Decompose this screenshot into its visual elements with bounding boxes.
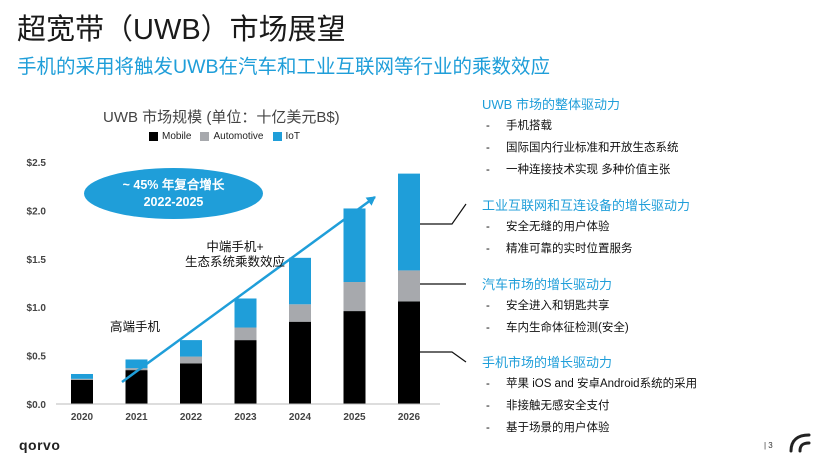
y-tick-label: $0.5 bbox=[27, 352, 47, 363]
connector-mobile bbox=[420, 351, 467, 363]
mid-range-line1: 中端手机+ bbox=[206, 240, 264, 254]
bar-mobile-2022 bbox=[180, 363, 202, 404]
bar-iot-2020 bbox=[71, 373, 93, 379]
bar-iot-2026 bbox=[398, 173, 420, 271]
x-tick-label: 2021 bbox=[125, 412, 148, 423]
x-tick-label: 2022 bbox=[180, 412, 203, 423]
y-tick-label: $2.5 bbox=[27, 158, 47, 169]
bar-iot-2022 bbox=[180, 340, 202, 357]
bar-iot-2025 bbox=[343, 208, 366, 283]
brand-mark-icon bbox=[789, 433, 811, 453]
bar-iot-2021 bbox=[125, 359, 148, 369]
connector-iot bbox=[420, 203, 467, 225]
y-tick-label: $1.0 bbox=[27, 303, 47, 314]
bar-iot-2024 bbox=[289, 257, 311, 305]
bar-mobile-2025 bbox=[343, 311, 366, 404]
list-item: 非接触无感安全支付 bbox=[482, 399, 697, 414]
bar-automotive-2020 bbox=[71, 378, 93, 380]
chart-legend: Mobile Automotive IoT bbox=[149, 131, 300, 142]
cagr-callout: ~ 45% 年复合增长 2022-2025 bbox=[84, 168, 263, 219]
legend-item-iot: IoT bbox=[272, 131, 300, 142]
list-item: 安全进入和钥匙共享 bbox=[482, 299, 629, 314]
high-end-annotation: 高端手机 bbox=[110, 320, 161, 334]
y-tick-label: $0.0 bbox=[27, 400, 47, 411]
page-subtitle: 手机的采用将触发UWB在汽车和工业互联网等行业的乘数效应 bbox=[17, 56, 550, 78]
x-tick-label: 2025 bbox=[343, 412, 366, 423]
legend-label-mobile: Mobile bbox=[162, 131, 192, 142]
bar-automotive-2024 bbox=[289, 304, 311, 322]
list-item: 安全无缝的用户体验 bbox=[482, 220, 690, 235]
chart-title: UWB 市场规模 (单位：十亿美元B$) bbox=[103, 109, 340, 126]
bar-mobile-2021 bbox=[125, 370, 148, 404]
x-tick-label: 2026 bbox=[398, 412, 421, 423]
legend-label-iot: IoT bbox=[285, 131, 300, 142]
section-mobile-drivers: 手机市场的增长驱动力 苹果 iOS and 安卓Android系统的采用 非接触… bbox=[482, 352, 697, 443]
bar-mobile-2026 bbox=[398, 301, 420, 404]
legend-item-automotive: Automotive bbox=[200, 131, 264, 142]
y-tick-label: $2.0 bbox=[27, 206, 47, 217]
page-number: | 3 bbox=[764, 441, 773, 450]
legend-swatch-automotive bbox=[200, 132, 210, 141]
section-heading: 手机市场的增长驱动力 bbox=[482, 355, 613, 370]
qorvo-logo: qorvo bbox=[19, 437, 61, 453]
bar-automotive-2022 bbox=[180, 356, 202, 364]
list-item: 车内生命体征检测(安全) bbox=[482, 321, 629, 336]
x-tick-label: 2024 bbox=[289, 412, 312, 423]
section-heading: 汽车市场的增长驱动力 bbox=[482, 277, 613, 292]
list-item: 国际国内行业标准和开放生态系统 bbox=[482, 141, 679, 156]
section-overall-drivers: UWB 市场的整体驱动力 手机搭载 国际国内行业标准和开放生态系统 一种连接技术… bbox=[482, 94, 679, 185]
list-item: 一种连接技术实现 多种价值主张 bbox=[482, 163, 679, 178]
section-heading: 工业互联网和互连设备的增长驱动力 bbox=[482, 198, 691, 213]
list-item: 基于场景的用户体验 bbox=[482, 421, 697, 436]
section-iot-drivers: 工业互联网和互连设备的增长驱动力 安全无缝的用户体验 精准可靠的实时位置服务 bbox=[482, 195, 690, 264]
cagr-line2: 2022-2025 bbox=[143, 194, 204, 209]
bar-automotive-2026 bbox=[398, 270, 420, 302]
legend-swatch-iot bbox=[272, 132, 282, 141]
bar-iot-2023 bbox=[234, 298, 257, 328]
legend-label-automotive: Automotive bbox=[213, 131, 264, 142]
bar-mobile-2024 bbox=[289, 321, 311, 404]
page-title: 超宽带（UWB）市场展望 bbox=[17, 14, 346, 46]
connector-lines bbox=[420, 203, 467, 363]
list-item: 精准可靠的实时位置服务 bbox=[482, 242, 690, 257]
legend-item-mobile: Mobile bbox=[149, 131, 191, 142]
mid-range-line2: 生态系统乘数效应 bbox=[184, 255, 285, 269]
x-tick-label: 2020 bbox=[71, 412, 94, 423]
bar-mobile-2020 bbox=[71, 379, 93, 404]
mid-range-annotation: 中端手机+ 生态系统乘数效应 bbox=[176, 240, 294, 270]
list-item: 手机搭载 bbox=[482, 119, 679, 134]
growth-arrow bbox=[121, 195, 376, 384]
bar-automotive-2023 bbox=[234, 327, 257, 341]
section-automotive-drivers: 汽车市场的增长驱动力 安全进入和钥匙共享 车内生命体征检测(安全) bbox=[482, 274, 629, 343]
bar-automotive-2025 bbox=[343, 282, 366, 312]
cagr-line1: ~ 45% 年复合增长 bbox=[122, 177, 225, 192]
x-tick-label: 2023 bbox=[234, 412, 257, 423]
bar-mobile-2023 bbox=[234, 340, 257, 404]
list-item: 苹果 iOS and 安卓Android系统的采用 bbox=[482, 377, 697, 392]
bar-automotive-2021 bbox=[125, 368, 148, 371]
section-heading: UWB 市场的整体驱动力 bbox=[482, 97, 620, 112]
y-tick-label: $1.5 bbox=[27, 255, 47, 266]
legend-swatch-mobile bbox=[149, 132, 158, 141]
